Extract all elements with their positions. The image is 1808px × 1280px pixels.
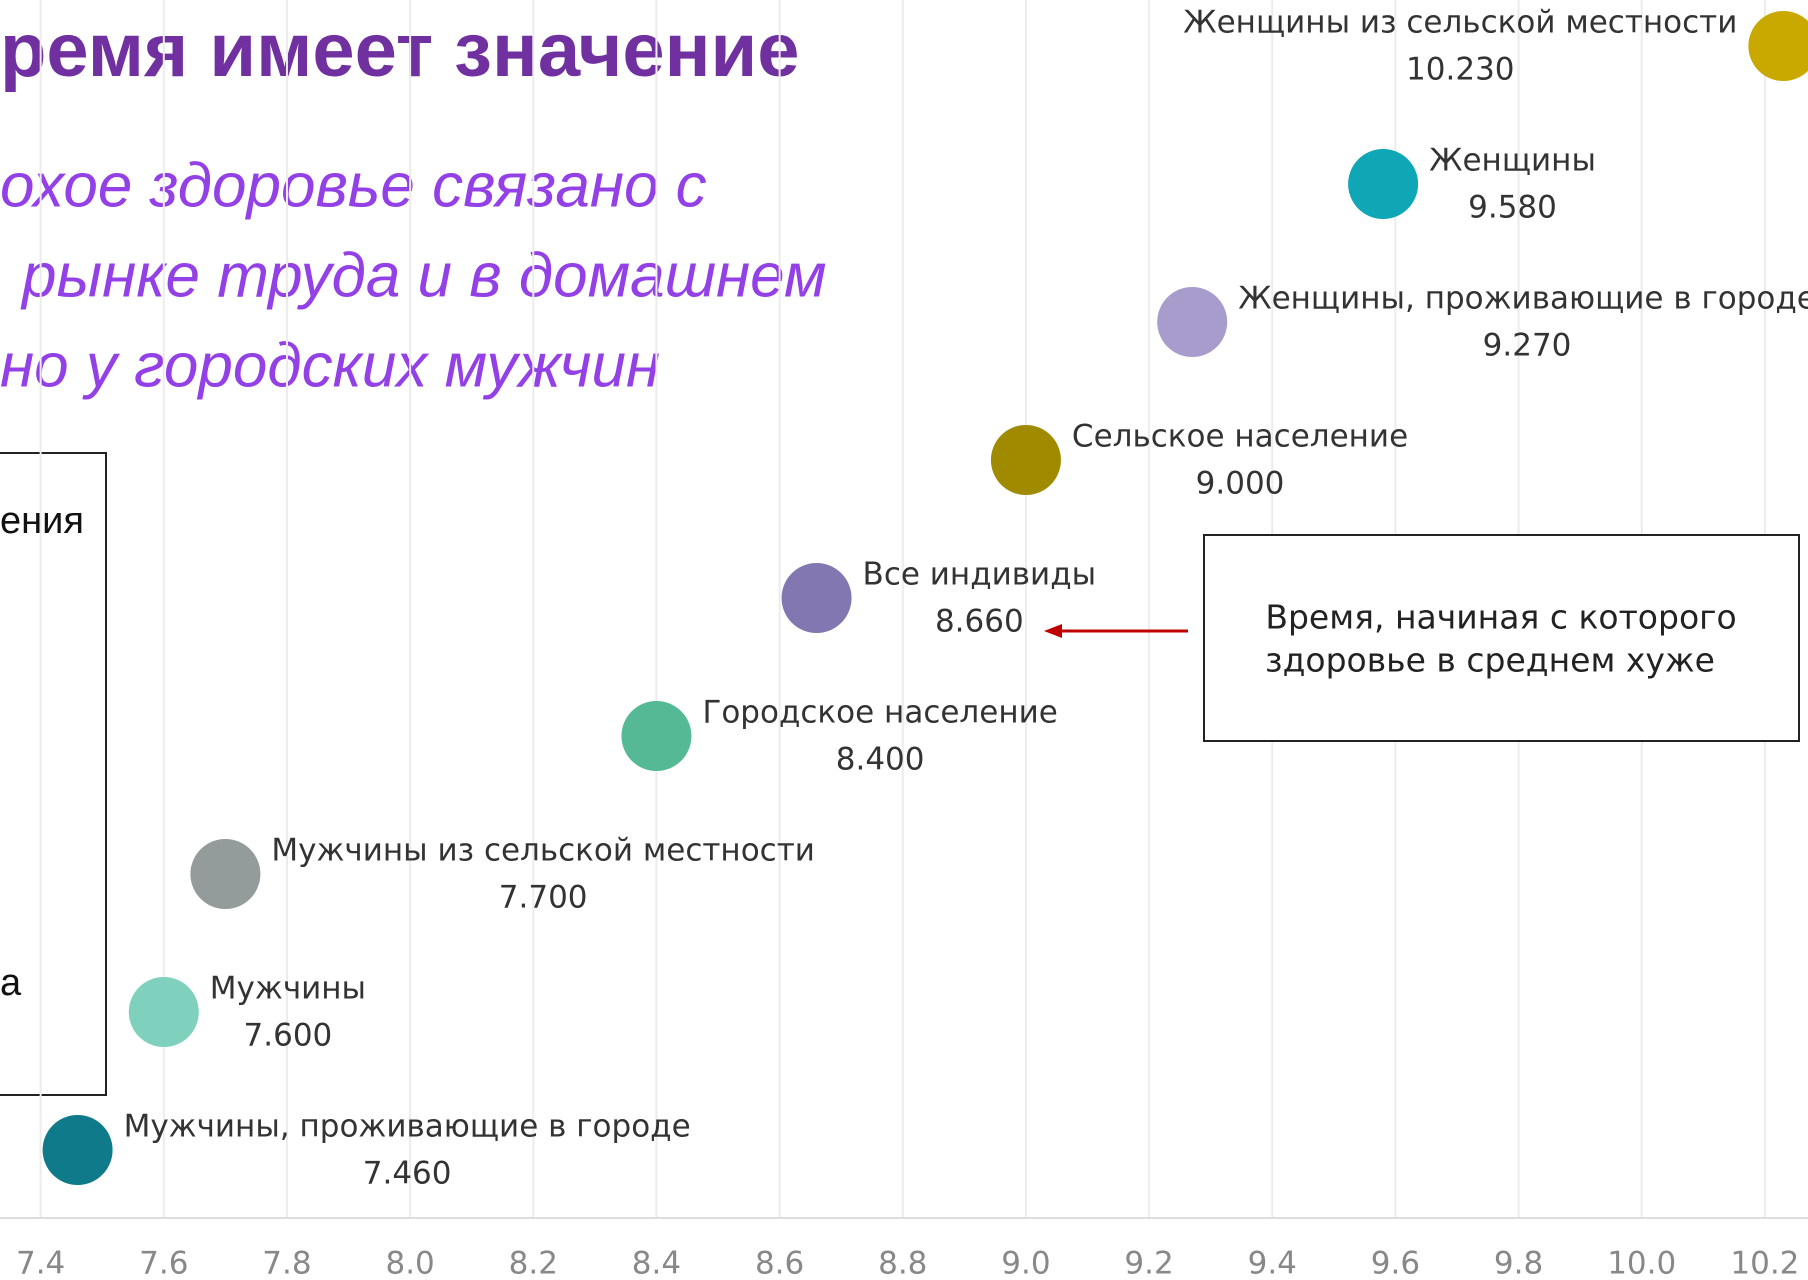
value-label: 8.400 — [836, 742, 925, 778]
side-box-text: ения — [0, 500, 84, 542]
subtitle-line: но у городских мужчин — [0, 331, 660, 400]
x-tick-label: 10.0 — [1607, 1246, 1676, 1280]
subtitle-line: охое здоровье связано с — [0, 151, 707, 220]
point-label: Городское население — [702, 695, 1057, 731]
x-tick-label: 8.8 — [878, 1246, 927, 1280]
point-label: Мужчины — [210, 971, 366, 1007]
x-tick-label: 8.2 — [509, 1246, 558, 1280]
point-label: Мужчины из сельской местности — [271, 833, 815, 869]
point-label: Сельское население — [1072, 419, 1408, 455]
x-tick-label: 7.8 — [262, 1246, 311, 1280]
dot — [128, 977, 199, 1047]
x-tick-label: 9.8 — [1494, 1246, 1543, 1280]
dot — [42, 1115, 113, 1185]
annotation-text: здоровье в среднем хуже — [1265, 641, 1715, 680]
x-tick-label: 9.2 — [1124, 1246, 1173, 1280]
slide-title: ремя имеет значение — [0, 8, 800, 93]
value-label: 9.580 — [1468, 190, 1557, 226]
subtitle-line: рынке труда и в домашнем — [20, 241, 826, 310]
x-tick-label: 7.6 — [139, 1246, 188, 1280]
x-tick-label: 8.6 — [755, 1246, 804, 1280]
dot — [1157, 287, 1228, 357]
side-box-text: а — [0, 962, 22, 1004]
point-label: Мужчины, проживающие в городе — [124, 1109, 691, 1145]
side-box — [0, 452, 107, 1096]
value-label: 7.600 — [244, 1018, 333, 1054]
value-label: 7.460 — [363, 1156, 452, 1192]
point-label: Женщины, проживающие в городе — [1238, 281, 1808, 317]
annotation-box — [1203, 534, 1800, 742]
value-label: 7.700 — [499, 880, 588, 916]
annotation-text: Время, начиная с которого — [1265, 598, 1736, 637]
dot — [990, 425, 1061, 495]
dot — [1748, 11, 1808, 81]
point-label: Все индивиды — [863, 557, 1097, 593]
x-tick-label: 9.4 — [1248, 1246, 1297, 1280]
dot — [190, 839, 261, 909]
x-tick-label: 8.4 — [632, 1246, 681, 1280]
x-tick-label: 10.2 — [1730, 1246, 1799, 1280]
value-label: 9.270 — [1483, 328, 1572, 364]
x-tick-label: 9.0 — [1001, 1246, 1050, 1280]
x-tick-label: 7.4 — [16, 1246, 65, 1280]
point-label: Женщины — [1429, 143, 1596, 179]
x-tick-label: 8.0 — [385, 1246, 434, 1280]
value-label: 10.230 — [1406, 52, 1514, 88]
point-label: Женщины из сельской местности — [1183, 5, 1737, 41]
dot — [781, 563, 852, 633]
arrow-head — [1044, 624, 1062, 638]
value-label: 8.660 — [935, 604, 1024, 640]
x-tick-label: 9.6 — [1371, 1246, 1420, 1280]
dot — [1348, 149, 1419, 219]
dot — [621, 701, 692, 771]
value-label: 9.000 — [1196, 466, 1285, 502]
